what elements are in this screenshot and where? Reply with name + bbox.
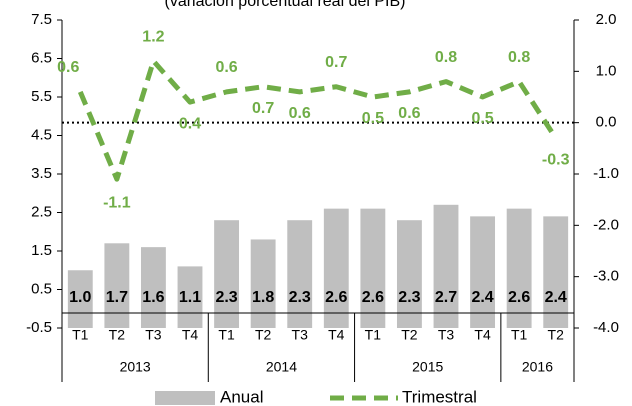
y2-tick-label: -3.0 (593, 268, 619, 285)
bar (177, 266, 203, 328)
bar (287, 220, 313, 328)
line-label: 0.8 (435, 49, 457, 66)
y-tick-label: 3.5 (31, 165, 52, 182)
bar (360, 208, 386, 328)
y2-tick-label: -1.0 (593, 165, 619, 182)
legend-label: Trimestral (402, 387, 477, 406)
x-group-label: 2013 (120, 359, 151, 375)
line-label: 0.6 (398, 105, 420, 122)
chart-title: (variación porcentual real del PIB) (164, 0, 405, 10)
x-tick-label: T2 (109, 327, 126, 343)
x-group-label: 2015 (412, 359, 443, 375)
bar-label: 1.8 (252, 289, 274, 306)
bar-label: 2.4 (471, 289, 493, 306)
line-label: 0.5 (471, 110, 493, 127)
line-label: 0.7 (325, 54, 347, 71)
bar-label: 2.3 (398, 289, 420, 306)
bar-label: 2.3 (215, 289, 237, 306)
y2-tick-label: -2.0 (593, 216, 619, 233)
y-tick-label: 5.5 (31, 88, 52, 105)
bar-label: 1.1 (179, 289, 201, 306)
x-tick-label: T3 (145, 327, 162, 343)
x-tick-label: T1 (511, 327, 528, 343)
bar (214, 220, 240, 328)
bar-label: 2.4 (545, 289, 567, 306)
legend-swatch (155, 391, 215, 405)
line-label: 0.4 (179, 115, 201, 132)
bar-label: 2.7 (435, 289, 457, 306)
bar-label: 2.6 (508, 289, 530, 306)
bar (323, 208, 349, 328)
bar (104, 243, 130, 328)
bar-label: 2.3 (289, 289, 311, 306)
y-tick-label: 4.5 (31, 126, 52, 143)
x-tick-label: T3 (438, 327, 455, 343)
x-tick-label: T4 (474, 327, 491, 343)
bar-label: 1.6 (142, 289, 164, 306)
y-tick-label: 1.5 (31, 242, 52, 259)
bar (506, 208, 532, 328)
line (77, 58, 558, 182)
legend-label: Anual (220, 387, 263, 406)
bar (470, 216, 496, 328)
bar-label: 2.6 (362, 289, 384, 306)
x-tick-label: T4 (328, 327, 345, 343)
line-label: -1.1 (103, 194, 131, 211)
line-label: 0.7 (252, 100, 274, 117)
bar-label: 1.7 (106, 289, 128, 306)
line-label: 1.2 (142, 28, 164, 45)
line-label: -0.3 (542, 151, 570, 168)
bar (140, 247, 166, 328)
bar-label: 2.6 (325, 289, 347, 306)
y2-tick-label: 1.0 (596, 62, 617, 79)
y2-tick-label: 0.0 (596, 114, 617, 131)
x-tick-label: T1 (365, 327, 382, 343)
bar (396, 220, 422, 328)
bar (250, 239, 276, 328)
x-tick-label: T2 (255, 327, 272, 343)
y-tick-label: -0.5 (26, 319, 52, 336)
line-label: 0.5 (362, 110, 384, 127)
x-group-label: 2014 (266, 359, 297, 375)
y-tick-label: 0.5 (31, 280, 52, 297)
y2-tick-label: 2.0 (596, 11, 617, 28)
line-label: 0.6 (289, 105, 311, 122)
y2-tick-label: -4.0 (593, 319, 619, 336)
x-tick-label: T1 (72, 327, 89, 343)
bar (433, 204, 459, 328)
x-tick-label: T2 (548, 327, 565, 343)
y-tick-label: 6.5 (31, 49, 52, 66)
line-label: 0.6 (215, 59, 237, 76)
y-tick-label: 7.5 (31, 11, 52, 28)
y-tick-label: 2.5 (31, 203, 52, 220)
line-label: 0.8 (508, 49, 530, 66)
line-label: 0.6 (57, 59, 79, 76)
x-tick-label: T2 (401, 327, 418, 343)
bar-label: 1.0 (69, 289, 91, 306)
bar (67, 270, 93, 328)
x-tick-label: T4 (182, 327, 199, 343)
bar (543, 216, 569, 328)
x-tick-label: T3 (292, 327, 309, 343)
x-tick-label: T1 (218, 327, 235, 343)
x-group-label: 2016 (522, 359, 553, 375)
